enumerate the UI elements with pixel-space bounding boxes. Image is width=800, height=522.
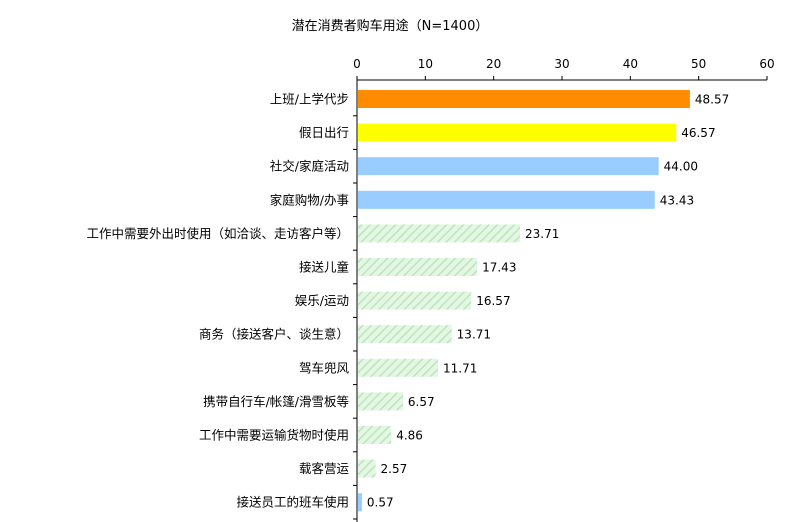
- x-axis: 0 10 20 30 40 50 60: [353, 57, 775, 522]
- chart-title: 潜在消费者购车用途（N=1400）: [292, 18, 489, 34]
- category-label: 工作中需要运输货物时使用: [199, 428, 349, 443]
- x-tick-label: 50: [691, 57, 706, 71]
- x-tick-label: 40: [623, 57, 638, 71]
- category-label: 携带自行车/帐篷/滑雪板等: [203, 394, 349, 409]
- category-label: 商务（接送客户、谈生意）: [199, 327, 349, 342]
- value-label: 17.43: [482, 261, 516, 275]
- category-label: 载客营运: [299, 461, 350, 476]
- bar: [358, 258, 478, 276]
- value-label: 23.71: [525, 227, 559, 241]
- x-tick-label: 30: [554, 57, 569, 71]
- bar: [358, 291, 472, 310]
- x-tick-label: 20: [486, 57, 501, 71]
- value-label: 44.00: [664, 160, 698, 174]
- bar: [358, 358, 439, 377]
- bar: [358, 493, 362, 512]
- value-label: 43.43: [660, 193, 694, 207]
- category-label: 驾车兜风: [299, 360, 350, 375]
- bar: [358, 157, 659, 176]
- bar: [358, 392, 403, 411]
- category-label: 娱乐/运动: [295, 293, 349, 308]
- x-tick-label: 60: [759, 57, 774, 71]
- value-label: 13.71: [457, 328, 491, 342]
- bar: [358, 90, 690, 108]
- category-label: 接送儿童: [299, 260, 349, 275]
- value-label: 11.71: [443, 361, 477, 375]
- value-label: 6.57: [408, 395, 435, 409]
- value-label: 4.86: [396, 429, 423, 443]
- bar: [358, 459, 376, 478]
- bar: [358, 426, 392, 444]
- category-label: 上班/上学代步: [270, 92, 349, 107]
- value-label: 48.57: [695, 93, 729, 107]
- category-label: 工作中需要外出时使用（如洽谈、走访客户等）: [86, 226, 349, 241]
- bar: [358, 224, 521, 243]
- category-label: 接送员工的班车使用: [236, 495, 349, 510]
- category-label: 社交/家庭活动: [270, 159, 349, 174]
- x-tick-label: 10: [418, 57, 433, 71]
- value-label: 2.57: [381, 462, 408, 476]
- value-label: 46.57: [681, 126, 715, 140]
- value-label: 16.57: [476, 294, 510, 308]
- x-tick-label: 0: [353, 57, 361, 71]
- category-label: 假日出行: [299, 125, 349, 140]
- bars: 上班/上学代步 48.57 假日出行 46.57 社交/家庭活动 44.00 家庭购物/办事…: [86, 90, 729, 512]
- bar: [358, 190, 655, 209]
- value-label: 0.57: [367, 496, 394, 510]
- bar: [358, 325, 452, 344]
- bar: [358, 123, 677, 142]
- category-label: 家庭购物/办事: [270, 192, 349, 207]
